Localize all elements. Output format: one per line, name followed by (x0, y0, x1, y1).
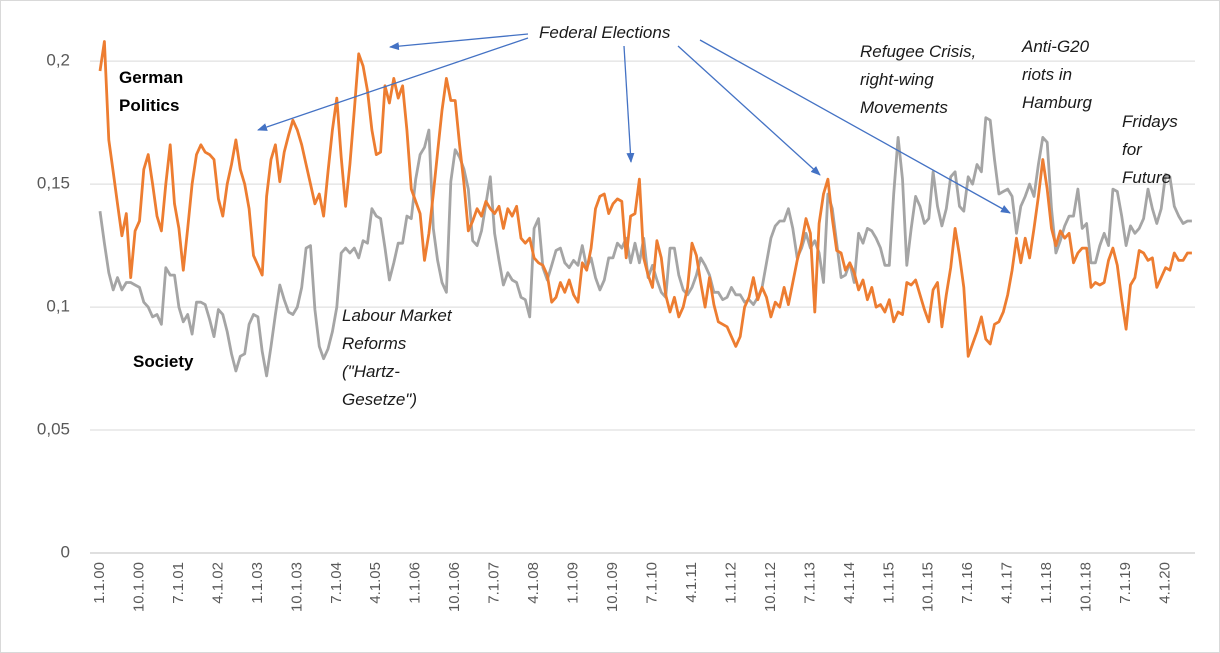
series-label: German Politics (119, 68, 184, 115)
x-tick-label: 1.1.03 (249, 562, 266, 604)
y-tick-label: 0 (61, 542, 70, 561)
y-tick-label: 0,05 (37, 420, 70, 439)
x-tick-label: 10.1.15 (920, 562, 937, 612)
x-tick-label: 10.1.18 (1078, 562, 1095, 612)
y-tick-label: 0,15 (37, 174, 70, 193)
labels: 0 0,05 0,1 0,15 0,2 1.1.00 10.1.00 7.1.01 4.1.02… (37, 51, 1174, 612)
grid (90, 60, 1195, 554)
series-label: Society (133, 352, 194, 371)
x-tick-label: 10.1.12 (762, 562, 779, 612)
x-tick-label: 1.1.06 (407, 562, 424, 604)
annotation: Fridays for Future (1122, 112, 1178, 187)
arrow (677, 45, 821, 176)
x-tick-label: 10.1.09 (604, 562, 621, 612)
x-tick-label: 4.1.17 (999, 562, 1016, 604)
series-line (98, 40, 1192, 358)
x-tick-label: 1.1.00 (91, 562, 108, 604)
x-tick-label: 7.1.07 (486, 562, 503, 604)
annotation: Refugee Crisis, right-wing Movements (860, 42, 977, 117)
x-tick-label: 4.1.20 (1157, 562, 1174, 604)
y-tick-label: 0,2 (46, 51, 70, 70)
arrows (257, 33, 1011, 214)
x-tick-label: 7.1.10 (643, 562, 660, 604)
x-tick-label: 7.1.01 (170, 562, 187, 604)
x-tick-label: 7.1.13 (801, 562, 818, 604)
annotation: Labour Market Reforms ("Hartz-Gesetze") (342, 306, 452, 409)
x-tick-label: 1.1.12 (722, 562, 739, 604)
x-tick-label: 4.1.05 (367, 562, 384, 604)
series-line (98, 116, 1192, 378)
annotation: Anti-G20 riots in Hamburg (1022, 37, 1092, 112)
x-tick-label: 1.1.18 (1038, 562, 1055, 604)
y-tick-label: 0,1 (46, 297, 70, 316)
x-tick-label: 7.1.04 (328, 562, 345, 604)
x-tick-label: 7.1.16 (959, 562, 976, 604)
x-tick-label: 4.1.02 (209, 562, 226, 604)
x-tick-label: 1.1.15 (880, 562, 897, 604)
x-tick-label: 10.1.06 (446, 562, 463, 612)
x-tick-label: 7.1.19 (1117, 562, 1134, 604)
x-tick-label: 10.1.03 (288, 562, 305, 612)
arrow (389, 33, 529, 51)
x-tick-label: 4.1.11 (683, 562, 700, 603)
x-tick-label: 10.1.00 (130, 562, 147, 612)
annotation: Federal Elections (539, 23, 671, 42)
lines (98, 40, 1192, 378)
x-tick-label: 4.1.14 (841, 562, 858, 604)
arrow (257, 37, 529, 131)
x-tick-label: 1.1.09 (565, 562, 582, 604)
x-tick-label: 4.1.08 (525, 562, 542, 604)
arrow (623, 45, 635, 163)
arrow (699, 39, 1011, 214)
